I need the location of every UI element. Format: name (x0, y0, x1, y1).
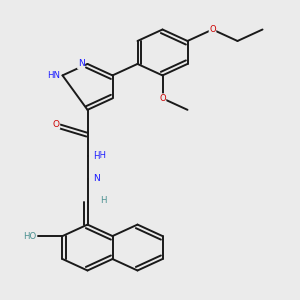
Text: HO: HO (23, 232, 36, 241)
Text: O: O (209, 25, 216, 34)
Text: H: H (94, 152, 100, 161)
Text: NH: NH (93, 151, 106, 160)
Text: N: N (94, 174, 100, 183)
Text: O: O (52, 120, 59, 129)
Text: HN: HN (47, 71, 60, 80)
Text: H: H (100, 196, 106, 205)
Text: N: N (78, 59, 85, 68)
Text: O: O (159, 94, 166, 103)
